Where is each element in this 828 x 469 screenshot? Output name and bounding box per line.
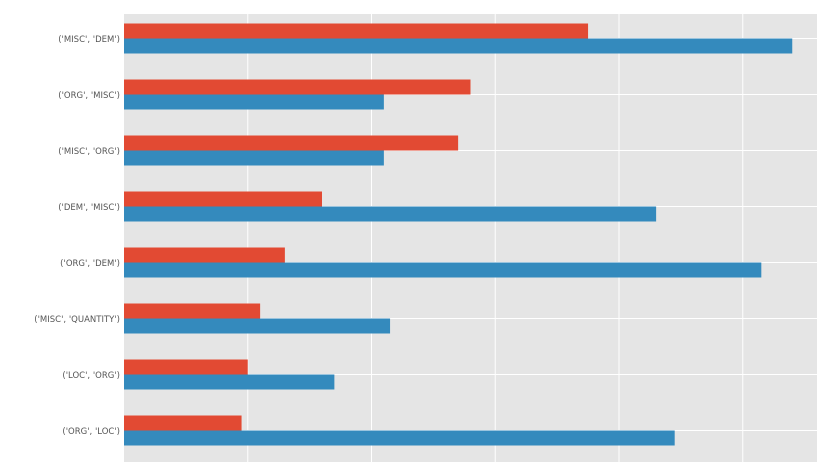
bar-series-2	[124, 262, 762, 278]
bar-series-1	[124, 359, 248, 375]
bar-series-2	[124, 150, 384, 166]
bar-series-1	[124, 135, 459, 151]
y-tick-label: ('ORG', 'DEM')	[60, 259, 120, 269]
bar-series-2	[124, 94, 384, 110]
bars	[124, 23, 793, 446]
bar-series-1	[124, 23, 589, 39]
y-tick-labels: ('MISC', 'DEM') ('ORG', 'MISC') ('MISC', '…	[34, 35, 120, 437]
bar-series-2	[124, 374, 335, 390]
bar-series-1	[124, 191, 322, 207]
y-tick-label: ('DEM', 'MISC')	[58, 203, 120, 213]
y-tick-label: ('MISC', 'ORG')	[58, 147, 120, 157]
y-tick-label: ('MISC', 'QUANTITY')	[34, 315, 120, 325]
y-tick-label: ('ORG', 'LOC')	[62, 427, 120, 437]
y-tick-label: ('ORG', 'MISC')	[58, 91, 120, 101]
bar-series-2	[124, 38, 793, 54]
y-tick-label: ('MISC', 'DEM')	[58, 35, 120, 45]
bar-series-1	[124, 79, 471, 95]
bar-series-1	[124, 247, 285, 263]
bar-series-1	[124, 303, 261, 319]
bar-series-2	[124, 318, 391, 334]
bar-series-1	[124, 415, 242, 431]
bar-series-2	[124, 206, 657, 222]
y-tick-label: ('LOC', 'ORG')	[62, 371, 120, 381]
bar-series-2	[124, 430, 675, 446]
